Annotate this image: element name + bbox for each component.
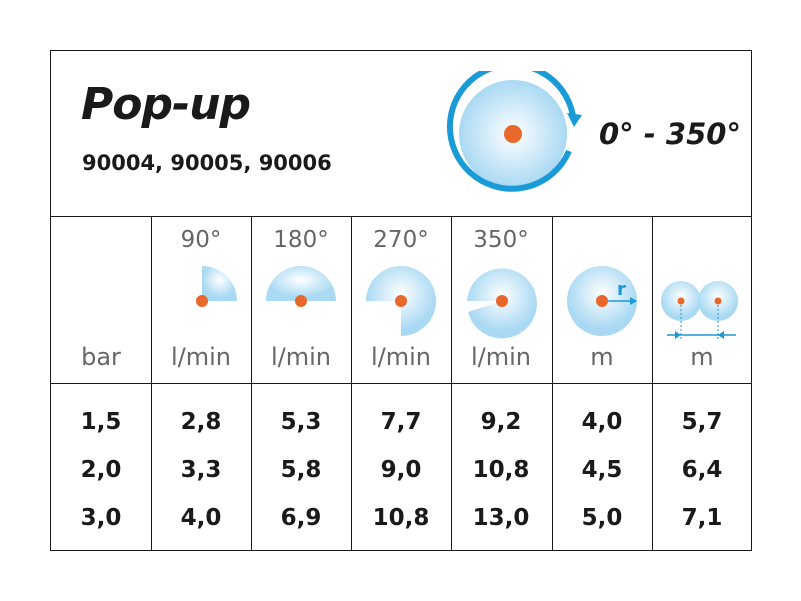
table-cell: 6,9	[280, 505, 322, 531]
radius-icon: r	[567, 266, 637, 336]
table-cell: 6,4	[681, 457, 723, 483]
table-cell: 2,8	[180, 409, 222, 435]
unit-label: l/min	[270, 343, 331, 371]
header: Pop-up 90004, 90005, 90006 0° - 350°	[51, 51, 751, 217]
spray-350-icon	[467, 268, 537, 339]
spray-icons: r	[196, 266, 738, 341]
spacing-icon	[661, 281, 738, 341]
table-cell: 2,0	[80, 457, 122, 483]
angle-label: 270°	[373, 227, 429, 253]
table-cell: 13,0	[472, 505, 530, 531]
unit-label: m	[690, 343, 714, 371]
table-cell: 1,5	[80, 409, 122, 435]
unit-label: m	[590, 343, 614, 371]
product-title: Pop-up	[81, 79, 251, 130]
unit-label: l/min	[370, 343, 431, 371]
table-cell: 4,0	[581, 409, 623, 435]
table-cell: 7,7	[380, 409, 422, 435]
table-cell: 4,5	[581, 457, 623, 483]
table-cell: 3,3	[180, 457, 222, 483]
table-cell: 7,1	[681, 505, 723, 531]
angle-label: 350°	[473, 227, 529, 253]
angle-label: 180°	[273, 227, 329, 253]
table-cell: 10,8	[472, 457, 530, 483]
angle-label: 90°	[180, 227, 222, 253]
table-cell: 5,3	[280, 409, 322, 435]
spec-table: Pop-up 90004, 90005, 90006 0° - 350° 90°…	[50, 50, 752, 551]
table-cell: 4,0	[180, 505, 222, 531]
model-numbers: 90004, 90005, 90006	[82, 151, 332, 175]
table-cell: 5,0	[581, 505, 623, 531]
table-cell: 10,8	[372, 505, 430, 531]
radius-label: r	[617, 279, 626, 300]
spray-90-icon	[196, 266, 237, 307]
spray-180-icon	[266, 266, 336, 307]
rotation-range: 0° - 350°	[599, 117, 741, 151]
divider	[51, 383, 751, 384]
unit-label: l/min	[170, 343, 231, 371]
unit-label: l/min	[470, 343, 531, 371]
table-cell: 5,8	[280, 457, 322, 483]
table-cell: 5,7	[681, 409, 723, 435]
spray-270-icon	[366, 266, 436, 336]
unit-label: bar	[81, 343, 121, 371]
table-cell: 9,2	[480, 409, 522, 435]
rotation-icon	[446, 71, 582, 192]
table-cell: 3,0	[80, 505, 122, 531]
table-cell: 9,0	[380, 457, 422, 483]
